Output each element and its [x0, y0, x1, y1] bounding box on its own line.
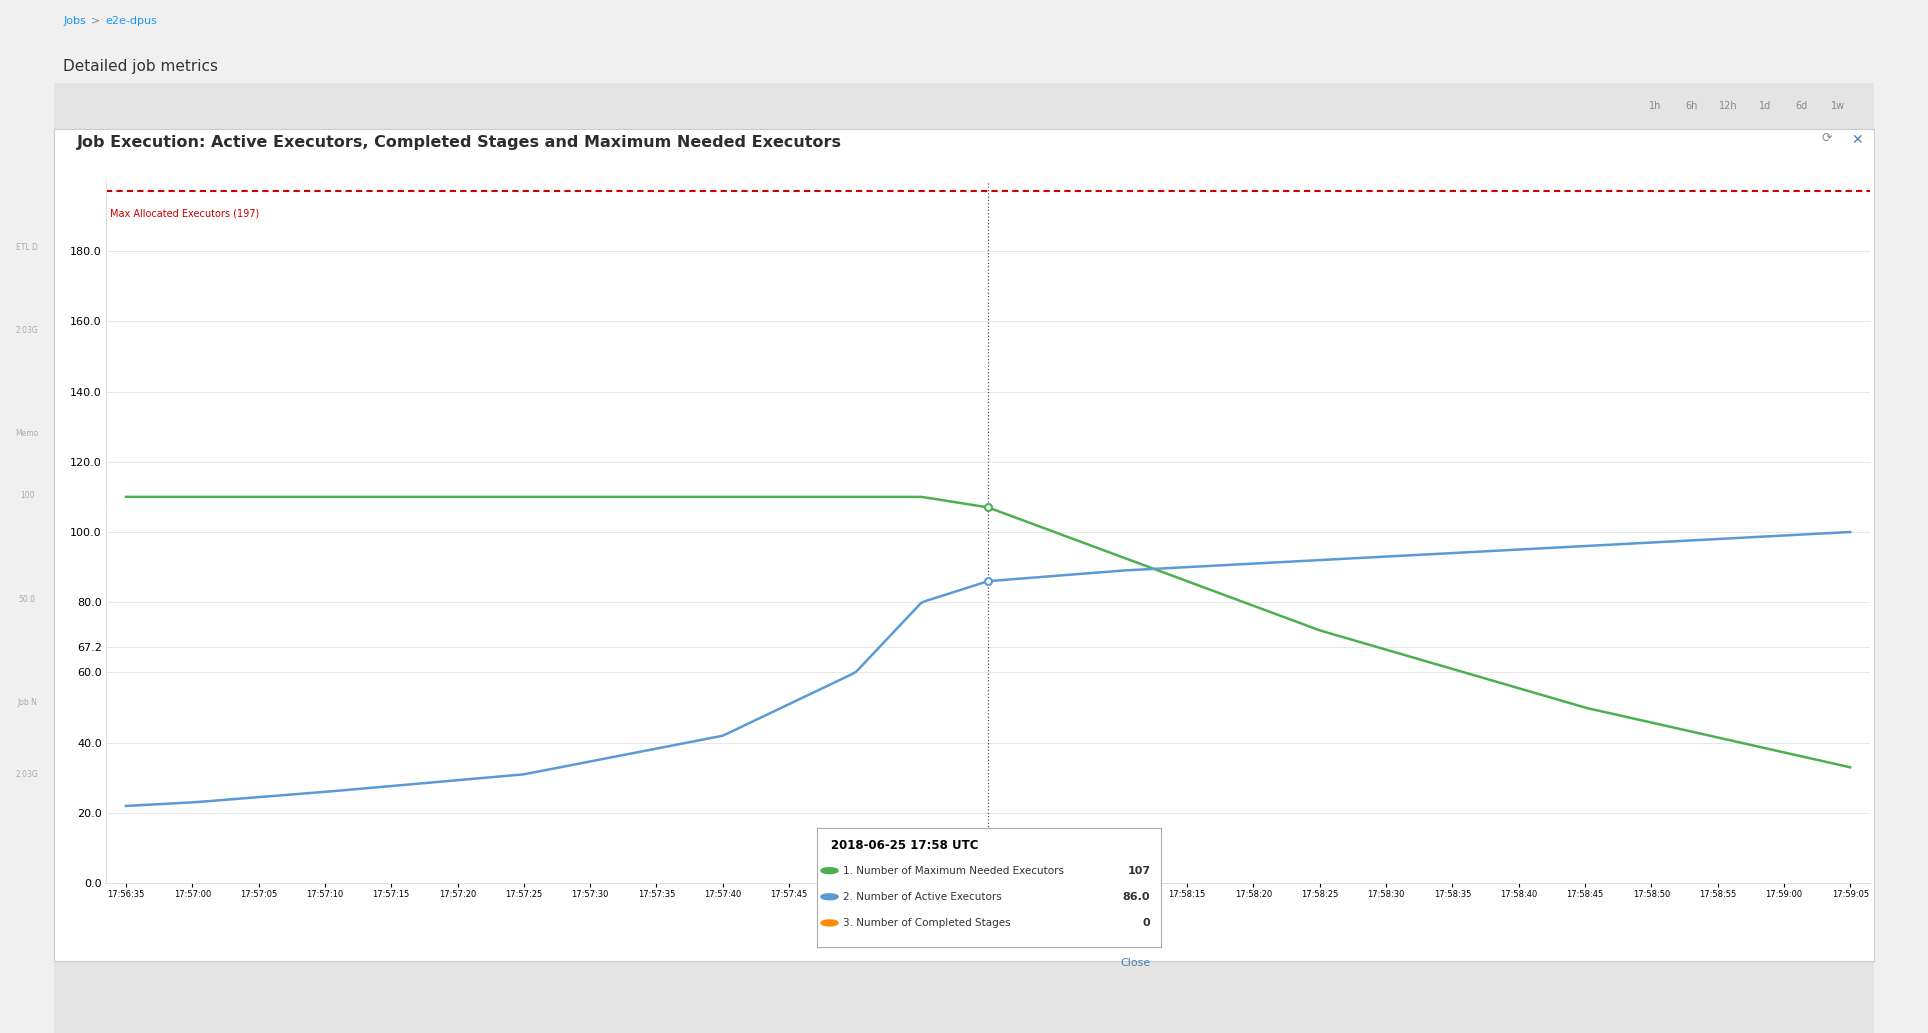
- Text: 2018-06-25 17:58 UTC: 2018-06-25 17:58 UTC: [831, 839, 979, 852]
- Text: 107: 107: [1128, 866, 1151, 876]
- Text: Job N: Job N: [17, 698, 37, 707]
- Text: Job Execution: Active Executors, Completed Stages and Maximum Needed Executors: Job Execution: Active Executors, Complet…: [77, 134, 843, 150]
- Text: 6d: 6d: [1795, 101, 1807, 111]
- Text: Memo: Memo: [15, 430, 39, 438]
- Circle shape: [821, 920, 839, 926]
- Text: 1h: 1h: [1650, 101, 1662, 111]
- Text: Max Allocated Executors (197): Max Allocated Executors (197): [110, 209, 258, 219]
- Text: 2. Number of Active Executors: 2. Number of Active Executors: [843, 891, 1003, 902]
- Text: ⟳: ⟳: [1822, 131, 1832, 145]
- Text: 2.03G: 2.03G: [15, 771, 39, 779]
- Text: 1d: 1d: [1758, 101, 1772, 111]
- Text: 50.0: 50.0: [19, 595, 35, 603]
- Circle shape: [821, 894, 839, 900]
- Text: >: >: [91, 15, 100, 26]
- Text: 6h: 6h: [1685, 101, 1699, 111]
- Text: 100: 100: [19, 492, 35, 500]
- Text: Close: Close: [1120, 958, 1151, 968]
- Text: 1. Number of Maximum Needed Executors: 1. Number of Maximum Needed Executors: [843, 866, 1064, 876]
- Text: ✕: ✕: [1851, 132, 1862, 147]
- Text: 86.0: 86.0: [1122, 891, 1151, 902]
- Text: 2.03G: 2.03G: [15, 326, 39, 335]
- Text: ETL D: ETL D: [15, 244, 39, 252]
- Text: 0: 0: [1143, 918, 1151, 928]
- Text: 12h: 12h: [1720, 101, 1737, 111]
- Circle shape: [821, 868, 839, 874]
- Text: 3. Number of Completed Stages: 3. Number of Completed Stages: [843, 918, 1010, 928]
- Text: 1w: 1w: [1830, 101, 1845, 111]
- Text: Jobs: Jobs: [64, 15, 87, 26]
- Text: e2e-dpus: e2e-dpus: [104, 15, 156, 26]
- Text: Detailed job metrics: Detailed job metrics: [64, 59, 218, 73]
